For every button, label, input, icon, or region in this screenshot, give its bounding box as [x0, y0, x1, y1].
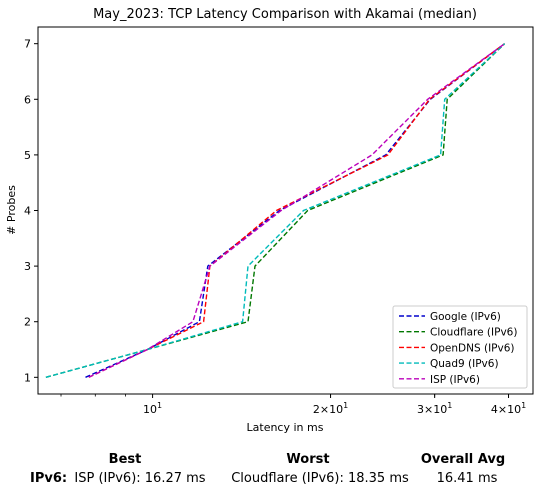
- y-tick-label: 4: [24, 205, 31, 218]
- worst-value: Cloudflare (IPv6): 18.35 ms: [231, 471, 409, 486]
- x-tick-label: 2×101: [313, 401, 348, 416]
- overall-header: Overall Avg: [420, 452, 506, 467]
- series-line-3: [45, 43, 506, 378]
- chart-title: May_2023: TCP Latency Comparison with Ak…: [93, 7, 477, 22]
- legend-label: Quad9 (IPv6): [430, 358, 499, 370]
- series-line-4: [88, 43, 506, 378]
- legend-label: OpenDNS (IPv6): [430, 342, 515, 354]
- x-axis: 101 2×101 3×101 4×101: [60, 394, 526, 416]
- worst-header: Worst: [286, 452, 330, 467]
- y-tick-label: 5: [24, 149, 31, 162]
- y-axis: 1 2 3 4 5 6 7: [24, 38, 38, 384]
- y-tick-label: 7: [24, 38, 31, 51]
- legend-label: Google (IPv6): [430, 311, 501, 323]
- best-value: ISP (IPv6): 16.27 ms: [74, 471, 206, 486]
- x-tick-label: 4×101: [491, 401, 526, 416]
- series-line-2: [88, 43, 506, 378]
- overall-value: 16.41 ms: [436, 471, 498, 486]
- y-axis-label: # Probes: [5, 185, 18, 235]
- ipv6-row-label: IPv6:: [30, 471, 68, 486]
- y-tick-label: 1: [24, 371, 31, 384]
- legend-label: ISP (IPv6): [430, 374, 480, 386]
- y-tick-label: 6: [24, 93, 31, 106]
- legend: Google (IPv6) Cloudflare (IPv6) OpenDNS (I…: [392, 305, 528, 389]
- legend-label: Cloudflare (IPv6): [430, 327, 517, 339]
- x-tick-label: 3×101: [417, 401, 452, 416]
- y-tick-label: 2: [24, 316, 31, 329]
- x-axis-label: Latency in ms: [247, 421, 324, 434]
- y-tick-label: 3: [24, 260, 31, 273]
- latency-chart: May_2023: TCP Latency Comparison with Ak…: [5, 7, 534, 434]
- summary-panel: Best Worst Overall Avg IPv6: ISP (IPv6):…: [0, 450, 541, 494]
- x-tick-label: 101: [143, 401, 162, 416]
- series-lines: [45, 43, 506, 378]
- legend-box: [392, 305, 528, 389]
- best-header: Best: [108, 452, 142, 467]
